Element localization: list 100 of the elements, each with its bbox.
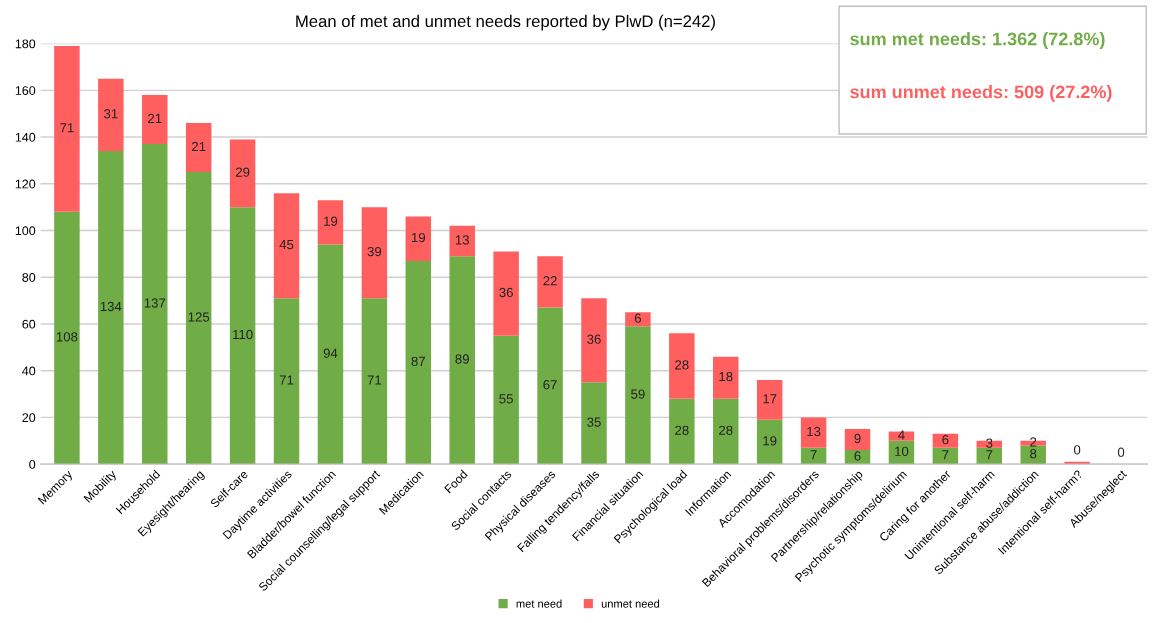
bar <box>537 307 563 465</box>
data-label: 17 <box>763 394 777 404</box>
data-label: 59 <box>631 389 645 399</box>
bar <box>581 382 607 465</box>
data-label: 35 <box>587 417 601 427</box>
data-label: 2 <box>1030 437 1037 447</box>
bar <box>54 211 80 465</box>
data-label: 7 <box>810 450 817 460</box>
bar <box>405 260 432 465</box>
data-label: 9 <box>854 433 861 444</box>
bar <box>273 298 300 465</box>
data-label: 19 <box>763 436 777 446</box>
bar <box>142 95 168 145</box>
y-tick-label: 160 <box>15 86 36 95</box>
data-label: 6 <box>854 451 861 461</box>
data-label: 125 <box>188 312 210 322</box>
bar <box>581 298 607 383</box>
data-label: 137 <box>144 298 166 308</box>
data-label: 45 <box>279 240 294 250</box>
data-label: 39 <box>367 246 382 257</box>
y-tick-label: 40 <box>22 366 36 376</box>
y-tick-label: 80 <box>22 273 36 282</box>
data-label: 10 <box>895 446 909 456</box>
bar <box>1020 445 1046 465</box>
data-label: 29 <box>235 167 250 177</box>
bar <box>449 225 475 257</box>
bar <box>625 326 651 465</box>
bar <box>405 216 432 261</box>
bar <box>756 380 783 420</box>
data-label: 19 <box>324 216 338 226</box>
y-tick-label: 0 <box>29 459 36 469</box>
bar <box>844 429 871 451</box>
bar <box>229 139 256 208</box>
data-label: 6 <box>942 434 949 445</box>
data-label: 71 <box>367 375 382 385</box>
data-label: 3 <box>986 438 993 448</box>
data-label: 28 <box>675 360 689 370</box>
bar <box>669 398 695 465</box>
bar <box>888 431 915 441</box>
data-label: 6 <box>634 313 641 323</box>
bar <box>493 251 519 336</box>
bar <box>142 144 168 465</box>
y-tick-label: 140 <box>15 132 36 142</box>
data-label: 71 <box>279 375 294 385</box>
data-label: 22 <box>543 276 557 286</box>
bar <box>185 123 212 173</box>
y-tick-label: 120 <box>15 179 36 189</box>
bar <box>273 193 300 299</box>
bar <box>493 335 519 465</box>
annotation: sum unmet needs: 509 (27.2%) <box>850 85 1112 102</box>
bar <box>54 45 80 212</box>
data-label: 28 <box>675 425 689 435</box>
data-label: 21 <box>148 113 162 123</box>
data-label: 0 <box>1117 447 1125 457</box>
data-label: 13 <box>807 426 821 437</box>
bar <box>361 298 388 465</box>
data-label: 18 <box>719 371 733 382</box>
bar <box>317 244 344 465</box>
data-label: 94 <box>323 348 338 358</box>
data-label: 7 <box>942 450 949 460</box>
bar <box>713 398 739 465</box>
bar <box>625 312 651 327</box>
annotation: sum met needs: 1.362 (72.8%) <box>850 32 1105 49</box>
data-label: 134 <box>100 301 122 312</box>
bar <box>98 151 124 465</box>
bar <box>229 207 256 465</box>
y-tick-label: 60 <box>22 319 36 329</box>
bar <box>713 356 739 399</box>
data-label: 55 <box>499 394 513 404</box>
bar <box>669 333 695 399</box>
bar <box>756 419 783 465</box>
data-label: 87 <box>411 356 425 367</box>
y-tick-label: 20 <box>22 413 36 423</box>
data-label: 67 <box>543 380 557 390</box>
bar <box>976 440 1003 448</box>
data-label: 36 <box>587 334 601 344</box>
data-label: 7 <box>986 450 993 460</box>
data-label: 110 <box>233 329 253 340</box>
bar <box>932 433 959 448</box>
data-label: 4 <box>898 430 905 440</box>
legend-label: met need <box>516 599 562 608</box>
y-tick-label: 180 <box>15 39 36 49</box>
legend-label: unmet need <box>601 599 660 608</box>
data-label: 19 <box>411 232 426 243</box>
data-label: 13 <box>455 235 469 245</box>
data-label: 36 <box>499 287 513 298</box>
y-tick-label: 100 <box>15 226 36 236</box>
bar <box>361 207 388 299</box>
bar <box>98 78 124 152</box>
bar <box>185 172 212 465</box>
data-label: 0 <box>1073 445 1081 455</box>
bar <box>800 417 827 448</box>
data-label: 28 <box>719 425 733 435</box>
bar <box>317 200 344 245</box>
bar <box>449 256 475 465</box>
data-label: 21 <box>192 141 206 151</box>
chart-title: Mean of met and unmet needs reported by PlwD (n=242) <box>296 14 715 31</box>
bar <box>537 256 563 308</box>
data-label: 71 <box>60 123 74 133</box>
data-label: 31 <box>104 109 118 119</box>
